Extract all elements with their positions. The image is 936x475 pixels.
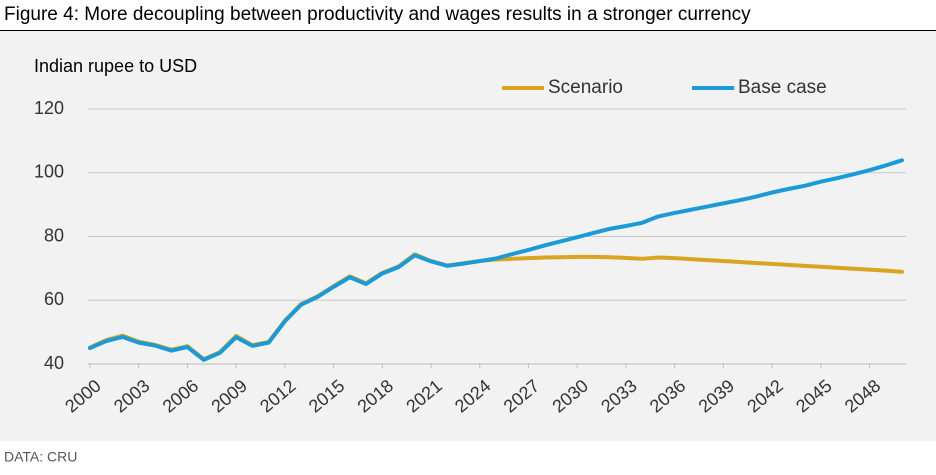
legend-label: Base case [738, 77, 827, 98]
y-tick-label: 40 [44, 353, 64, 373]
y-tick-label: 60 [44, 289, 64, 309]
y-tick-label: 80 [44, 225, 64, 245]
legend-label: Scenario [548, 77, 623, 98]
y-tick-label: 120 [34, 98, 64, 118]
line-series [88, 158, 904, 362]
y-axis-label: Indian rupee to USD [34, 56, 197, 76]
source: DATA: CRU [4, 449, 77, 465]
chart-title: Figure 4: More decoupling between produc… [4, 4, 751, 25]
y-tick-label: 100 [34, 162, 64, 182]
